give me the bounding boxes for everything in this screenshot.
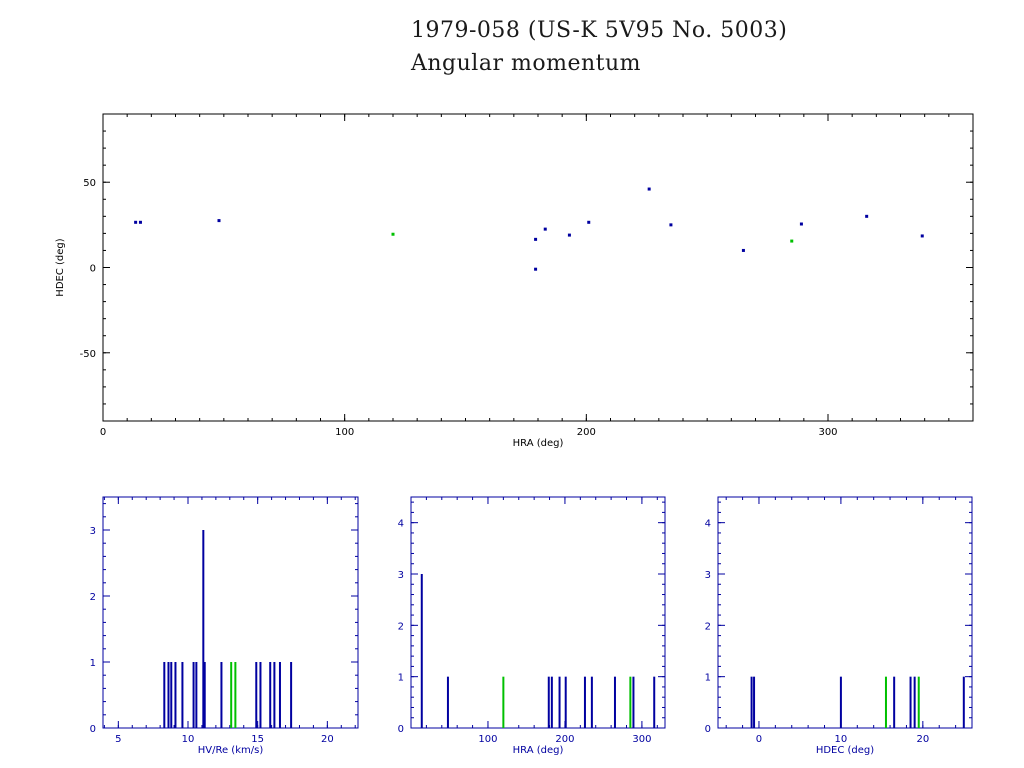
- y-tick-label: 3: [705, 570, 711, 581]
- y-tick-label: 0: [705, 724, 711, 735]
- y-tick-label: -50: [80, 349, 96, 360]
- y-tick-label: 4: [705, 519, 711, 530]
- scatter-point: [669, 223, 673, 227]
- plot-frame: [102, 113, 974, 422]
- x-tick-label: 20: [321, 734, 334, 745]
- scatter-point: [534, 237, 538, 241]
- title-block: 1979-058 (US-K 5V95 No. 5003) Angular mo…: [411, 14, 787, 80]
- scatter-point: [391, 232, 395, 236]
- plot-frame: [717, 496, 973, 729]
- scatter-point: [587, 220, 591, 224]
- plot-panel-1: 5 10 15 20 0 1 2 3 HV/Re (km/s): [90, 496, 359, 756]
- y-tick-label: 0: [90, 264, 96, 275]
- y-tick-label: 2: [398, 621, 404, 632]
- scatter-point: [543, 227, 547, 231]
- scatter-point: [217, 219, 221, 223]
- y-tick-label: 1: [398, 673, 404, 684]
- y-axis-label: HDEC (deg): [55, 238, 66, 296]
- x-tick-label: 300: [818, 427, 837, 438]
- y-tick-label: 1: [90, 658, 96, 669]
- x-axis-label: HRA (deg): [513, 745, 564, 756]
- x-axis-label: HV/Re (km/s): [198, 745, 264, 756]
- x-tick-label: 100: [478, 734, 497, 745]
- x-axis-label: HRA (deg): [513, 438, 564, 449]
- scatter-point: [138, 220, 142, 224]
- y-tick-label: 3: [398, 570, 404, 581]
- x-tick-label: 10: [182, 734, 195, 745]
- plot-frame: [410, 496, 666, 729]
- chart-title: 1979-058 (US-K 5V95 No. 5003): [411, 18, 788, 43]
- plot-panel-3: 0 10 20 0 1 2 3 4 HDEC (deg): [705, 496, 973, 756]
- chart-subtitle: Angular momentum: [411, 51, 641, 76]
- scatter-point: [534, 267, 538, 271]
- x-tick-label: 200: [555, 734, 574, 745]
- x-tick-label: 300: [632, 734, 651, 745]
- x-tick-label: 200: [577, 427, 596, 438]
- y-tick-label: 1: [705, 673, 711, 684]
- x-tick-label: 20: [916, 734, 929, 745]
- scatter-point: [647, 187, 651, 191]
- scatter-point: [920, 234, 924, 238]
- x-tick-label: 15: [251, 734, 264, 745]
- scatter-point: [790, 239, 794, 243]
- y-tick-label: 50: [83, 178, 96, 189]
- y-tick-label: 2: [90, 592, 96, 603]
- y-tick-label: 0: [90, 724, 96, 735]
- y-tick-label: 2: [705, 621, 711, 632]
- y-tick-label: 3: [90, 526, 96, 537]
- x-tick-label: 0: [100, 427, 106, 438]
- plot-panel-0: 0 100 200 300 -50 0 50 HRA (deg) HDEC (deg): [55, 113, 974, 449]
- x-tick-label: 0: [756, 734, 762, 745]
- scatter-point: [134, 220, 138, 224]
- y-tick-label: 0: [398, 724, 404, 735]
- x-tick-label: 100: [335, 427, 354, 438]
- scatter-point: [567, 233, 571, 237]
- x-tick-label: 10: [835, 734, 848, 745]
- scatter-point: [865, 214, 869, 218]
- y-tick-label: 4: [398, 519, 404, 530]
- x-tick-label: 5: [115, 734, 121, 745]
- scatter-point: [741, 248, 745, 252]
- scatter-point: [799, 222, 803, 226]
- plot-panel-2: 100 200 300 0 1 2 3 4 HRA (deg): [398, 496, 666, 756]
- x-axis-label: HDEC (deg): [816, 745, 874, 756]
